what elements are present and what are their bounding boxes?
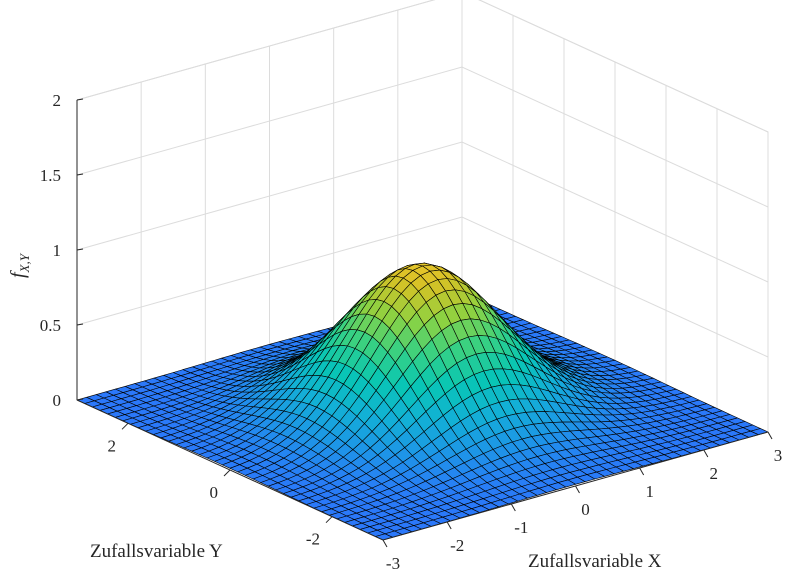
x-tick-label: -2	[450, 536, 464, 555]
y-axis-label: Zufallsvariable Y	[90, 541, 223, 562]
z-axis-label: fX,Y	[7, 252, 32, 278]
z-tick-label: 0	[53, 391, 62, 410]
z-axis-label-main: f	[7, 270, 29, 278]
x-tick-mark	[446, 521, 452, 530]
z-tick-label: 1.5	[40, 166, 61, 185]
x-axis-label: Zufallsvariable X	[528, 551, 662, 570]
x-tick-mark	[382, 539, 388, 548]
x-tick-mark	[639, 467, 645, 476]
y-tick-mark	[121, 422, 129, 430]
z-tick-mark	[76, 248, 84, 251]
x-tick-label: 2	[710, 464, 719, 483]
y-tick-label: -2	[306, 530, 320, 549]
surface-mesh	[76, 262, 769, 541]
x-tick-label: -3	[386, 554, 400, 570]
x-tick-label: 3	[774, 446, 783, 465]
y-tick-label: 0	[210, 483, 219, 502]
axes	[76, 98, 773, 548]
x-tick-mark	[767, 431, 773, 440]
y-tick-label: 2	[108, 436, 117, 455]
x-tick-mark	[575, 485, 580, 494]
z-tick-label: 0.5	[40, 316, 61, 335]
x-tick-mark	[510, 503, 516, 512]
z-gridline	[76, 66, 769, 208]
z-tick-mark	[76, 323, 84, 326]
z-axis-label-subscript: X,Y	[17, 252, 32, 273]
z-tick-mark	[76, 173, 84, 176]
z-gridline	[76, 141, 769, 283]
z-tick-mark	[76, 398, 84, 401]
z-tick-mark	[76, 98, 84, 101]
z-gridline	[76, 0, 769, 133]
z-tick-label: 2	[53, 91, 62, 110]
x-tick-label: 0	[581, 500, 590, 519]
x-tick-mark	[703, 449, 709, 458]
z-tick-label: 1	[53, 241, 62, 260]
y-tick-mark	[223, 469, 231, 477]
x-tick-label: -1	[514, 518, 528, 537]
x-tick-label: 1	[645, 482, 654, 501]
y-tick-mark	[325, 516, 333, 524]
background-grid	[76, 0, 769, 433]
tick-labels: -3 -2 -1 0 1 2 3 -2 0 2 0 0.5 1 1.5 2	[40, 91, 783, 570]
